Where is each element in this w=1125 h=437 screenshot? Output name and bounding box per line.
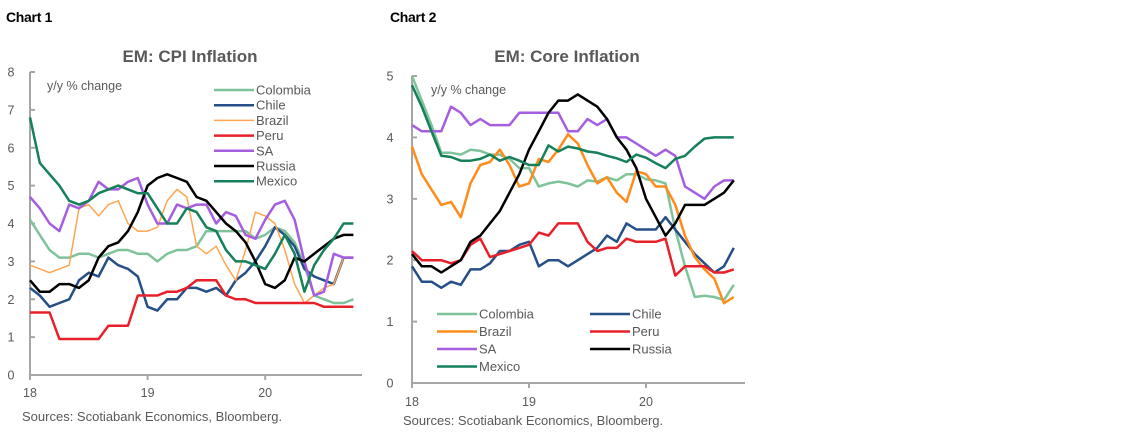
- source-note: Sources: Scotiabank Economics, Bloomberg…: [22, 409, 282, 424]
- y-tick-label: 5: [387, 70, 394, 84]
- legend-item-colombia: Colombia: [214, 83, 312, 98]
- series-line-brazil: [410, 133, 735, 305]
- y-tick-label: 1: [8, 331, 15, 345]
- legend-label: Peru: [632, 324, 659, 339]
- legend-label: Brazil: [479, 324, 512, 339]
- series-line-mexico: [28, 117, 354, 293]
- source-note: Sources: Scotiabank Economics, Bloomberg…: [403, 413, 663, 428]
- legend-label: Russia: [256, 159, 297, 174]
- x-tick-label: 18: [405, 395, 419, 409]
- legend-item-sa: SA: [437, 342, 497, 357]
- chart-title: EM: CPI Inflation: [122, 47, 257, 66]
- y-tick-label: 4: [8, 217, 15, 231]
- y-tick-label: 2: [387, 254, 394, 268]
- unit-label: y/y % change: [47, 79, 122, 93]
- legend-item-russia: Russia: [590, 342, 673, 357]
- y-tick-label: 8: [8, 66, 15, 80]
- legend-label: Russia: [632, 342, 673, 357]
- x-tick-label: 19: [522, 395, 536, 409]
- series-line-peru: [30, 279, 354, 341]
- legend-item-mexico: Mexico: [437, 359, 520, 374]
- series-line-colombia: [410, 75, 735, 302]
- y-tick-label: 7: [8, 103, 15, 117]
- x-tick-label: 19: [141, 386, 155, 400]
- legend-item-brazil: Brazil: [437, 324, 512, 339]
- series-line-brazil: [29, 188, 354, 304]
- series-line-chile: [410, 215, 735, 290]
- y-tick-label: 0: [8, 369, 15, 383]
- legend-label: Mexico: [479, 359, 520, 374]
- legend-label: Mexico: [256, 174, 297, 189]
- y-tick-label: 4: [387, 131, 394, 145]
- y-tick-label: 2: [8, 293, 15, 307]
- y-tick-label: 5: [8, 179, 15, 193]
- legend-label: SA: [256, 143, 274, 158]
- series-line-russia: [29, 173, 354, 293]
- x-tick-label: 18: [23, 386, 37, 400]
- legend-item-peru: Peru: [214, 128, 283, 143]
- series-line-mexico: [410, 84, 734, 170]
- legend-label: Chile: [632, 307, 662, 322]
- y-tick-label: 3: [8, 255, 15, 269]
- legend-item-sa: SA: [214, 143, 274, 158]
- series-line-colombia: [28, 219, 354, 305]
- series-line-russia: [411, 93, 735, 274]
- legend-label: Brazil: [256, 113, 289, 128]
- legend-label: Chile: [256, 98, 286, 113]
- legend-label: Colombia: [479, 307, 535, 322]
- legend-label: Colombia: [256, 83, 312, 98]
- legend-item-peru: Peru: [590, 324, 659, 339]
- y-tick-label: 1: [387, 315, 394, 329]
- series-line-peru: [411, 222, 735, 277]
- legend-item-mexico: Mexico: [214, 174, 297, 189]
- chart-title: EM: Core Inflation: [494, 47, 639, 66]
- chart-2-label: Chart 2: [390, 9, 437, 25]
- legend-item-brazil: Brazil: [214, 113, 289, 128]
- series-line-sa: [411, 105, 734, 201]
- legend-item-chile: Chile: [590, 307, 662, 322]
- x-tick-label: 20: [639, 395, 653, 409]
- series-line-chile: [29, 226, 354, 312]
- legend-label: SA: [479, 342, 497, 357]
- y-tick-label: 3: [387, 192, 394, 206]
- cpi-inflation-chart: EM: CPI Inflation y/y % change 0 1 2 3 4 5 6 7 8…: [8, 47, 362, 424]
- legend-item-chile: Chile: [214, 98, 286, 113]
- legend-label: Peru: [256, 128, 283, 143]
- chart-1-label: Chart 1: [6, 9, 53, 25]
- y-tick-label: 6: [8, 141, 15, 155]
- legend-item-colombia: Colombia: [437, 307, 535, 322]
- x-tick-label: 20: [258, 386, 272, 400]
- y-tick-label: 0: [387, 377, 394, 391]
- legend-item-russia: Russia: [214, 159, 297, 174]
- series-line-sa: [29, 176, 354, 297]
- unit-label: y/y % change: [431, 83, 506, 97]
